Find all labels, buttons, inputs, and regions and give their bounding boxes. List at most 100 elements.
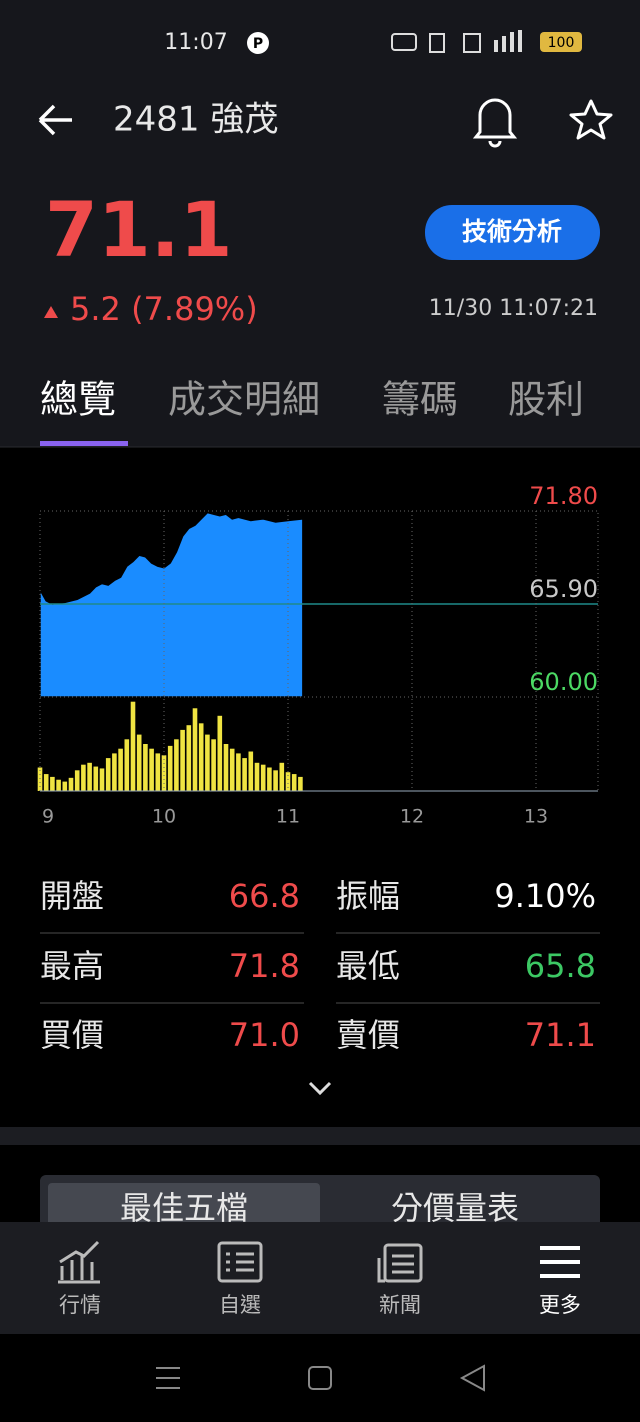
stat-label: 賣價 (336, 1016, 400, 1054)
star-button[interactable] (569, 99, 613, 140)
bottom-nav (0, 1222, 640, 1334)
volume-bar (180, 729, 185, 791)
volume-bar (149, 748, 154, 791)
y-tick-label: 71.80 (529, 482, 598, 510)
nav-label[interactable]: 新聞 (379, 1293, 421, 1317)
volume-bar (130, 701, 136, 791)
segment-selected (48, 1183, 320, 1233)
nav-label[interactable]: 自選 (219, 1293, 261, 1317)
stat-value: 71.0 (229, 1016, 300, 1054)
volume-bar (291, 774, 297, 791)
volume-bar (143, 744, 148, 791)
status-icon-letter: P (253, 36, 263, 52)
stat-value: 65.8 (525, 947, 596, 985)
segment-label[interactable]: 最佳五檔 (120, 1189, 248, 1227)
separator-band (0, 1127, 640, 1145)
stat-value: 71.1 (525, 1016, 596, 1054)
intraday-chart: 60.00 65.90 71.80 9 10 11 12 13 (37, 482, 599, 828)
volume-bar (205, 734, 210, 791)
volume-bar (167, 745, 173, 791)
x-tick-label: 10 (152, 806, 176, 828)
tab-indicator (40, 441, 128, 446)
analysis-button-label: 技術分析 (462, 217, 562, 246)
volume-bar (242, 758, 247, 791)
volume-bar (161, 755, 167, 791)
tab[interactable]: 籌碼 (382, 378, 458, 422)
volume-bar (192, 708, 198, 791)
price-area (39, 511, 304, 698)
y-tick-label: 60.00 (529, 668, 598, 696)
battery-level: 100 (548, 35, 575, 51)
price-change: 5.2 (7.89%) (70, 290, 258, 328)
x-tick-label: 13 (524, 806, 548, 828)
volume-bar (105, 758, 111, 791)
volume-bar (198, 723, 204, 791)
volume-bar (279, 762, 285, 791)
system-nav (156, 1364, 485, 1392)
volume-bar (155, 753, 161, 791)
volume-bar (217, 715, 223, 791)
tab-bar: 總覽 成交明細 籌碼 股利 (40, 378, 584, 422)
volume-bar (186, 725, 192, 791)
analysis-button[interactable] (425, 205, 600, 260)
volume-bar (50, 776, 55, 791)
status-time: 11:07 (164, 30, 227, 55)
bell-button[interactable] (472, 98, 518, 148)
volume-bar (229, 748, 235, 791)
nav-label[interactable]: 更多 (539, 1293, 581, 1317)
volume-bar (267, 767, 272, 791)
volume-bar (236, 753, 241, 791)
stat-label: 振幅 (336, 877, 400, 915)
tab[interactable]: 總覽 (40, 378, 116, 422)
volume-bar (298, 776, 303, 791)
stat-value: 66.8 (229, 877, 300, 915)
volume-bar (285, 772, 291, 791)
volume-bar (260, 764, 266, 791)
expand-button[interactable] (308, 1081, 332, 1096)
battery (540, 32, 582, 52)
quote-time: 11/30 11:07:21 (429, 296, 598, 321)
volume-bar (56, 779, 61, 791)
x-tick-label: 11 (276, 806, 300, 828)
volume-bar (74, 770, 80, 791)
x-tick-label: 12 (400, 806, 424, 828)
volume-bar (62, 781, 68, 791)
y-tick-label: 65.90 (529, 575, 598, 603)
volume-bar (211, 739, 216, 791)
header-title: 2481 強茂 (113, 100, 278, 140)
volume-bar (124, 739, 130, 791)
nav-label[interactable]: 行情 (59, 1293, 101, 1317)
volume-bar (248, 751, 254, 791)
stat-value: 9.10% (494, 877, 596, 915)
volume-bar (93, 766, 99, 791)
volume-bar (99, 768, 105, 791)
volume-bar (254, 762, 260, 791)
volume-bar (81, 764, 86, 791)
volume-bar (136, 734, 142, 791)
nav-icons (58, 1240, 580, 1284)
volume-bar (43, 774, 49, 791)
volume-bar (118, 748, 123, 791)
stats-table: 開盤 66.8 振幅 9.10% 最高 71.8 最低 65.8 買價 71.0 賣價 71.1 (40, 877, 600, 1054)
status-icon (247, 32, 269, 54)
volume-bar (223, 744, 229, 791)
tab[interactable]: 成交明細 (168, 378, 320, 422)
nav-labels: 行情 自選 新聞 更多 (59, 1293, 581, 1317)
stat-label: 最高 (40, 947, 104, 985)
volume-bar (273, 770, 278, 791)
volume-bar (37, 767, 43, 791)
back-button[interactable] (38, 104, 72, 136)
segment-label[interactable]: 分價量表 (391, 1189, 519, 1227)
status-icons (391, 30, 522, 53)
up-arrow (44, 306, 58, 318)
volume-bar (87, 762, 92, 791)
volume-bar (68, 777, 74, 791)
stat-label: 買價 (40, 1016, 104, 1054)
stat-value: 71.8 (229, 947, 300, 985)
price: 71.1 (45, 185, 233, 274)
tab[interactable]: 股利 (508, 378, 584, 422)
volume-bar (112, 753, 117, 791)
